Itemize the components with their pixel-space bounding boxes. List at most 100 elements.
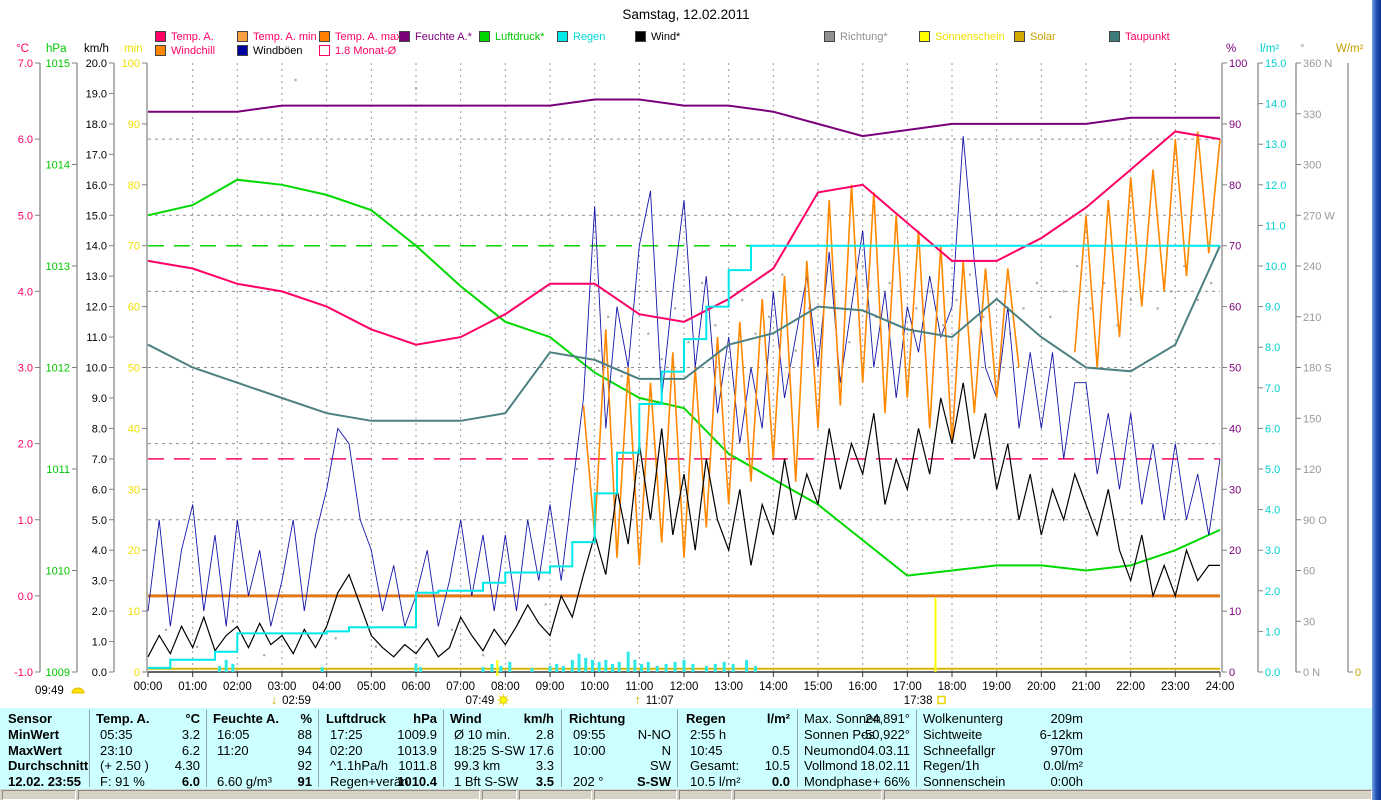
axis-tick-label: -1.0 <box>14 667 33 679</box>
axis-header-rain: l/m² <box>1260 43 1279 55</box>
legend-label: Sonnenschein <box>935 30 1005 43</box>
axis-tick-label: 10 <box>128 606 140 618</box>
column-separator <box>318 710 319 787</box>
status-segment <box>2 790 76 800</box>
axis-tick-label: 120 <box>1303 464 1321 476</box>
axis-tick-label: 40 <box>1229 423 1241 435</box>
legend-color-box <box>557 31 568 42</box>
stat-label: 11:20 <box>217 743 249 758</box>
legend-item-wind-[interactable]: Wind* <box>635 30 680 43</box>
sun-moon-annotations: 02:59 ↓ 07:49 11:07 ↑ 17:38 09:49 <box>35 598 946 707</box>
legend-label: Regen <box>573 30 606 43</box>
info-label: Regen/1h <box>923 758 980 773</box>
stat-value: 3.5 <box>535 774 554 789</box>
x-tick-label: 08:00 <box>491 681 520 693</box>
axis-tick-label: 150 <box>1303 413 1321 425</box>
axis-tick-label: 3.0 <box>1265 545 1280 557</box>
axis-tick-label: 11.0 <box>1265 220 1286 232</box>
axis-tick-label: 12.0 <box>86 302 107 314</box>
group-unit: % <box>300 711 312 726</box>
axis-tick-label: 90 O <box>1303 515 1327 527</box>
legend-item-richtung-[interactable]: Richtung* <box>824 30 888 43</box>
axis-tick-label: 4.0 <box>18 286 33 298</box>
axis-tick-label: 30 <box>1229 484 1241 496</box>
axis-tick-label: 10.0 <box>86 363 107 375</box>
axis-tick-label: 90 <box>1229 119 1241 131</box>
axis-tick-label: 6.0 <box>18 134 33 146</box>
axis-rain: l/m² 15.0 14.0 13.0 12.0 11.0 10.0 9.0 8.0 7.0 6.0… <box>1257 43 1286 679</box>
series-temp_a <box>147 130 1221 346</box>
info-value: 6-12km <box>1039 727 1083 742</box>
column-separator <box>443 710 444 787</box>
stats-table: Sensor MinWert MaxWert Durchschnitt 12.02. 2… <box>0 708 1372 789</box>
legend-item-1-8-monat-[interactable]: 1.8 Monat-Ø <box>319 44 396 57</box>
axis-tick-label: 7.0 <box>92 454 107 466</box>
legend-item-regen[interactable]: Regen <box>557 30 605 43</box>
axis-tick-label: 14.0 <box>1265 99 1286 111</box>
axis-tick-label: 15.0 <box>86 210 107 222</box>
x-tick-label: 19:00 <box>982 681 1011 693</box>
group-header: Feuchte A. <box>213 711 279 726</box>
column-separator <box>677 710 678 787</box>
axis-tick-label: 20.0 <box>86 58 107 70</box>
stat-label: 10:00 <box>573 743 606 758</box>
axis-header-pressure: hPa <box>46 43 67 55</box>
x-tick-label: 24:00 <box>1206 681 1235 693</box>
axis-tick-label: 5.0 <box>92 515 107 527</box>
legend-item-temp-a-max[interactable]: Temp. A. max <box>319 30 402 43</box>
legend-item-luftdruck-[interactable]: Luftdruck* <box>479 30 545 43</box>
legend-item-feuchte-a-[interactable]: Feuchte A.* <box>399 30 472 43</box>
x-tick-label: 21:00 <box>1072 681 1101 693</box>
axis-direction: ° 360 N 330 300 270 W 240 210 180 S 150 120 90 O 60… <box>1295 43 1335 679</box>
column-separator <box>916 710 917 787</box>
axis-tick-label: 0 <box>1229 667 1235 679</box>
axis-tick-label: 8.0 <box>1265 342 1280 354</box>
status-segment <box>734 790 882 800</box>
stat-value: N <box>661 743 671 758</box>
series-taupunkt <box>147 245 1221 422</box>
axis-tick-label: 30 <box>128 484 140 496</box>
axis-tick-label: 2.0 <box>92 606 107 618</box>
info-value: 24,891° <box>865 711 910 726</box>
stat-value: 0.0 <box>771 774 790 789</box>
x-tick-label: 15:00 <box>804 681 833 693</box>
group-unit: hPa <box>413 711 437 726</box>
series-richtung-dots <box>164 78 1213 657</box>
stat-label: 1 Bft S-SW <box>454 774 519 789</box>
legend-label: Windböen <box>253 44 303 57</box>
legend-item-temp-a-min[interactable]: Temp. A. min <box>237 30 317 43</box>
sun-icon <box>497 694 510 706</box>
x-tick-label: 16:00 <box>848 681 877 693</box>
group-header: Temp. A. <box>96 711 150 726</box>
stat-value: S-SW <box>637 774 671 789</box>
axis-tick-label: 9.0 <box>92 393 107 405</box>
info-label: Wolkenunterg <box>923 711 1003 726</box>
legend-item-taupunkt[interactable]: Taupunkt <box>1109 30 1170 43</box>
info-label: Vollmond <box>804 758 858 773</box>
x-tick-label: 18:00 <box>938 681 967 693</box>
info-value: 0.0l/m² <box>1043 758 1083 773</box>
x-tick-label: 02:00 <box>223 681 252 693</box>
group-header: Luftdruck <box>326 711 386 726</box>
axis-tick-label: 1015 <box>46 58 70 70</box>
axis-tick-label: 70 <box>1229 241 1241 253</box>
legend-color-box <box>399 31 410 42</box>
legend-item-temp-a-[interactable]: Temp. A. <box>155 30 214 43</box>
legend-color-box <box>155 31 166 42</box>
axis-tick-label: 17.0 <box>86 149 107 161</box>
axis-tick-label: 50 <box>1229 363 1241 375</box>
legend-item-windb-en[interactable]: Windböen <box>237 44 303 57</box>
status-segment <box>482 790 517 800</box>
legend-item-windchill[interactable]: Windchill <box>155 44 215 57</box>
x-tick-label: 01:00 <box>178 681 207 693</box>
legend-item-sonnenschein[interactable]: Sonnenschein <box>919 30 1005 43</box>
info-label: Max. Sonnen <box>804 711 881 726</box>
legend-item-solar[interactable]: Solar <box>1014 30 1056 43</box>
info-label: Sonnenschein <box>923 774 1006 789</box>
axis-tick-label: 3.0 <box>92 576 107 588</box>
legend-color-box <box>319 31 330 42</box>
axis-tick-label: 0.0 <box>92 667 107 679</box>
axis-tick-label: 2.0 <box>18 439 33 451</box>
stat-label: 23:10 <box>100 743 133 758</box>
stat-value: 10.5 <box>764 758 790 773</box>
